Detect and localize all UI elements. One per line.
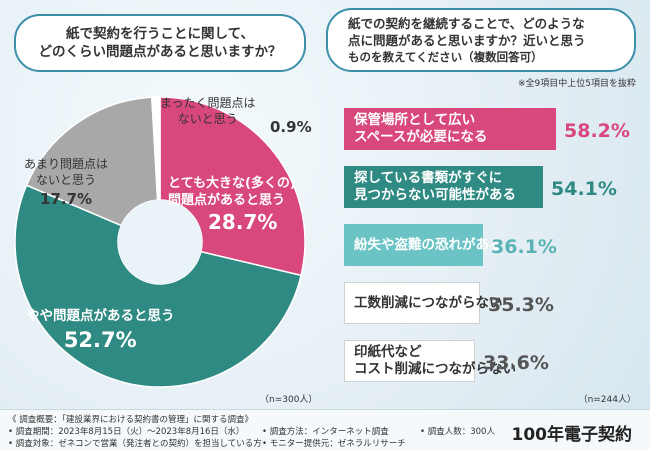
bar-value-no-cost-reduction: 33.6% — [483, 352, 549, 374]
pie-label-very-big-line: 問題点があると思う — [168, 193, 286, 208]
bar-label-loss-theft: 紛失や盗難の恐れがある — [354, 224, 503, 266]
bar-label-storage-space: 保管場所として広い スペースが必要になる — [354, 108, 487, 150]
pie-label-none-line: まったく問題点は — [160, 96, 256, 110]
bar-label-no-cost-reduction: 印紙代など コスト削減につながらない — [354, 340, 516, 382]
bar-storage-space — [344, 108, 556, 150]
note: ※全9項目中上位5項目を抜粋 — [518, 79, 636, 89]
pie-label-somewhat: やや問題点があると思う 52.7% — [26, 308, 175, 355]
pie-center-hole — [118, 200, 202, 284]
bar-label-line: コスト削減につながらない — [354, 361, 516, 377]
bar-label-line: 紛失や盗難の恐れがある — [354, 236, 503, 253]
bar-n-label: （n=244人） — [578, 395, 636, 405]
right-question-bubble: 紙での契約を継続することで、どのような 点に問題があると思いますか？近いと思う … — [326, 8, 636, 72]
bar-loss-theft — [344, 224, 483, 266]
bar-label-line: 工数削減につながらない — [354, 294, 503, 311]
right-question-line: 紙での契約を継続することで、どのような — [348, 16, 585, 31]
bar-value-cannot-find: 54.1% — [551, 178, 617, 200]
bar-label-line: スペースが必要になる — [354, 129, 488, 145]
company-logo: 100年電子契約 — [511, 425, 633, 445]
pie-label-not-much: あまり問題点は ないと思う 17.7% — [24, 156, 108, 210]
pie-label-somewhat-line: やや問題点があると思う — [26, 308, 175, 324]
pie-value-somewhat: 52.7% — [63, 328, 137, 352]
survey-target: • 調査対象：ゼネコンで営業（発注者との契約）を担当している方 — [8, 439, 262, 449]
bar-label-cannot-find: 探している書類がすぐに 見つからない可能性がある — [354, 166, 516, 208]
pie-label-none-line: ないと思う — [177, 112, 238, 126]
survey-monitor: • モニター提供元：ゼネラルリサーチ — [262, 439, 406, 449]
bar-value-no-workload-reduction: 35.3% — [488, 294, 554, 316]
bar-no-cost-reduction — [344, 340, 475, 382]
pie-n-label: （n=300人） — [260, 395, 318, 405]
bar-value-storage-space: 58.2% — [564, 120, 630, 142]
pie-label-not-much-line: ないと思う — [36, 173, 97, 187]
pie-label-very-big-line: とても大きな(多くの) — [168, 176, 296, 191]
bar-label-line: 見つからない可能性がある — [354, 187, 516, 203]
survey-period: • 調査期間：2023年8月15日（火）〜2023年8月16日（水） — [8, 427, 245, 437]
bar-value-loss-theft: 36.1% — [491, 236, 557, 258]
pie-label-none: まったく問題点は ないと思う — [160, 95, 256, 127]
pie-label-very-big: とても大きな(多くの) 問題点があると思う 28.7% — [168, 175, 296, 235]
survey-method: • 調査方法：インターネット調査 — [262, 427, 389, 437]
right-question-line: ものを教えてください（複数回答可） — [348, 50, 543, 64]
pie-label-not-much-line: あまり問題点は — [24, 157, 109, 171]
pie-value-very-big: 28.7% — [208, 210, 278, 234]
footer: 《 調査概要：「建設業界における契約書の管理」に関する調査》 • 調査期間：20… — [0, 409, 650, 450]
bar-cannot-find — [344, 166, 543, 208]
bar-label-line: 保管場所として広い — [354, 112, 476, 128]
pie-value-not-much: 17.7% — [39, 190, 93, 208]
bar-label-line: 探している書類がすぐに — [354, 170, 503, 186]
bar-label-line: 印紙代など — [354, 344, 422, 360]
bar-label-no-workload-reduction: 工数削減につながらない — [354, 282, 503, 324]
survey-people: • 調査人数：300人 — [420, 427, 495, 437]
right-question-line: 点に問題があると思いますか？近いと思う — [348, 33, 586, 48]
pie-chart — [14, 96, 306, 388]
survey-overview: 《 調査概要：「建設業界における契約書の管理」に関する調査》 — [8, 415, 253, 425]
left-question-line: どのくらい問題点があると思いますか？ — [38, 44, 282, 60]
left-question-line: 紙で契約を行うことに関して、 — [66, 26, 254, 42]
bar-no-workload-reduction — [344, 282, 480, 324]
left-question-bubble: 紙で契約を行うことに関して、 どのくらい問題点があると思いますか？ — [14, 14, 306, 72]
pie-value-none: 0.9% — [270, 118, 312, 136]
